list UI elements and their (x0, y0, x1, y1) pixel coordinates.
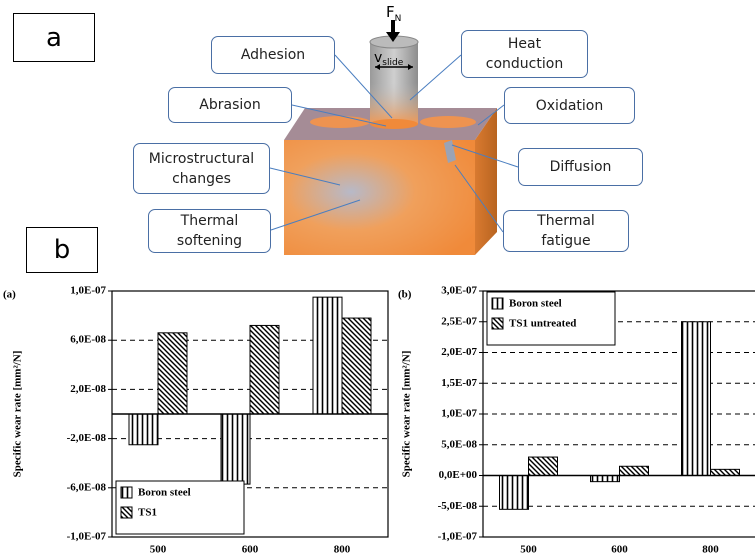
mechanism-box: Heat conduction (461, 30, 588, 78)
mechanism-box: Diffusion (518, 148, 643, 186)
connector (454, 164, 504, 233)
panel-label-text: b (53, 235, 71, 265)
bar (681, 321, 711, 476)
legend-label: Boron steel (509, 298, 562, 310)
mechanism-label: Abrasion (199, 97, 261, 113)
bar (710, 468, 740, 477)
panel-label-text: a (46, 22, 62, 53)
bar (157, 332, 188, 415)
mechanism-label: Microstructural changes (148, 150, 255, 187)
mechanism-box: Adhesion (211, 36, 335, 74)
y-tick-label: -6,0E-08 (67, 481, 107, 493)
y-tick-label: 1,5E-07 (441, 377, 477, 389)
chart-title: (b) (398, 289, 412, 301)
bar (528, 456, 558, 476)
y-tick-label: -1,0E-07 (67, 531, 107, 543)
y-tick-label: 5,0E-08 (441, 438, 477, 450)
block-front (284, 140, 475, 255)
legend-swatch (491, 317, 504, 330)
slider-contact (370, 42, 418, 124)
y-tick-label: 1,0E-07 (441, 408, 477, 420)
velocity-symbol: v (374, 50, 382, 66)
legend-frame (115, 480, 245, 535)
bar (499, 475, 529, 510)
mechanism-label: Thermal softening (176, 213, 243, 249)
connector (477, 104, 505, 126)
y-tick-label: 3,0E-07 (441, 285, 477, 297)
plot-frame (482, 290, 755, 538)
bar (619, 465, 649, 476)
mechanism-label: Diffusion (549, 159, 612, 175)
connector (270, 199, 361, 231)
force-label: FN (386, 3, 401, 24)
mechanism-box: Thermal fatigue (503, 210, 629, 252)
bar (220, 413, 251, 485)
mechanism-box: Abrasion (168, 87, 292, 123)
bar (590, 475, 620, 483)
connectors (269, 54, 519, 233)
wear-track (310, 116, 370, 128)
bar (249, 324, 280, 415)
connector (291, 104, 387, 127)
y-tick-label: 1,0E-07 (70, 285, 106, 297)
bar (312, 296, 343, 415)
mechanism-label: Thermal fatigue (537, 213, 595, 249)
y-axis-label: Specific wear rate [mm²/N] (12, 351, 24, 478)
velocity-label: vslide (374, 50, 404, 68)
legend-swatch (491, 297, 504, 310)
mechanism-box: Microstructural changes (133, 143, 270, 194)
velocity-arrow-head (375, 64, 380, 70)
bar-chart: (a) Specific wear rate [mm²/N] -1,0E-07 -6,… (3, 285, 389, 556)
velocity-subscript: slide (382, 58, 403, 68)
panel-label: a (13, 13, 95, 62)
y-axis-label: Specific wear rate [mm²/N] (401, 351, 413, 478)
connector (269, 167, 341, 186)
connector (451, 144, 519, 168)
wear-track (420, 116, 476, 128)
y-tick-label: -5,0E-08 (438, 500, 478, 512)
x-tick-label: 800 (334, 544, 351, 556)
y-tick-label: 6,0E-08 (70, 334, 106, 346)
bar (341, 317, 372, 415)
force-symbol: F (386, 3, 395, 21)
y-tick-label: -1,0E-07 (438, 531, 478, 543)
x-tick-label: 500 (150, 544, 167, 556)
mechanism-label: Oxidation (535, 97, 604, 114)
block-side (475, 108, 497, 255)
velocity-arrow-head (408, 64, 413, 70)
x-tick-label: 500 (520, 544, 537, 556)
y-tick-label: 2,0E-08 (70, 383, 106, 395)
legend-swatch (120, 486, 133, 499)
connector (409, 54, 462, 101)
y-tick-label: 2,5E-07 (441, 315, 477, 327)
panel-label: b (26, 227, 98, 273)
legend-swatch (120, 506, 133, 519)
plot-frame (111, 290, 389, 538)
y-tick-label: -2,0E-08 (67, 432, 107, 444)
y-tick-label: 2,0E-07 (441, 346, 477, 358)
x-tick-label: 800 (702, 544, 719, 556)
force-arrow-head (386, 32, 400, 42)
legend-frame (486, 291, 616, 346)
legend-label: TS1 untreated (509, 318, 576, 330)
mechanism-label: Adhesion (240, 47, 306, 63)
diagram: FN vslide (269, 3, 519, 255)
slider-bottom (370, 119, 418, 129)
x-tick-label: 600 (242, 544, 259, 556)
legend-label: TS1 (138, 507, 157, 519)
x-tick-label: 600 (611, 544, 628, 556)
mechanism-box: Oxidation (504, 87, 635, 124)
force-subscript: N (395, 14, 402, 24)
legend-label: Boron steel (138, 487, 191, 499)
y-tick-label: 0,0E+00 (439, 469, 478, 481)
bar (128, 413, 159, 446)
mechanism-box: Thermal softening (148, 209, 271, 253)
chart-title: (a) (3, 289, 16, 301)
mechanism-label: Heat conduction (485, 36, 564, 72)
connector (334, 54, 393, 119)
bar-chart: (b) Specific wear rate [mm²/N] -1,0E-07 -5,… (398, 285, 755, 556)
